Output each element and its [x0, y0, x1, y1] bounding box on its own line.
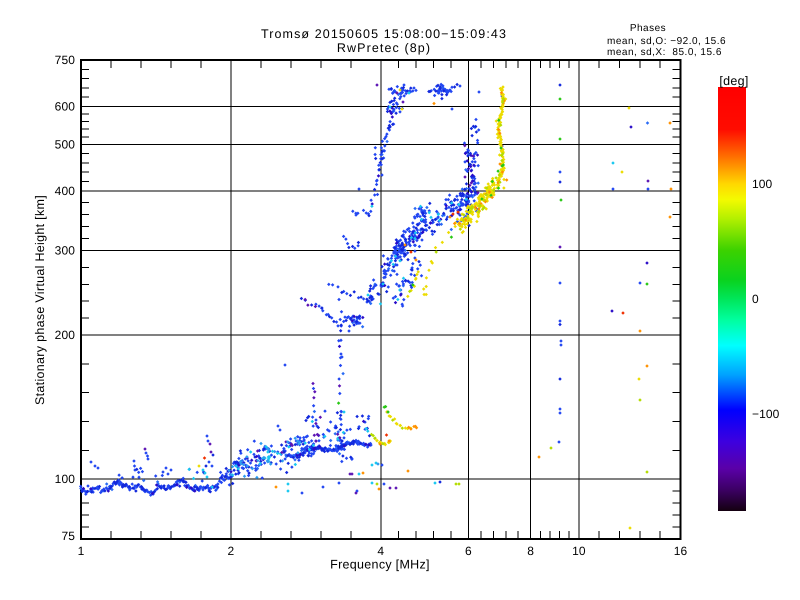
svg-text:RwPretec (8p): RwPretec (8p) — [337, 41, 431, 55]
svg-text:300: 300 — [55, 244, 76, 258]
svg-text:8: 8 — [527, 544, 534, 558]
svg-text:4: 4 — [377, 544, 384, 558]
svg-text:[deg]: [deg] — [719, 74, 748, 88]
svg-text:750: 750 — [55, 53, 76, 67]
svg-text:Phases: Phases — [630, 23, 666, 34]
svg-text:mean, sd,X: 85.0, 15.6: mean, sd,X: 85.0, 15.6 — [607, 47, 722, 58]
svg-text:400: 400 — [55, 184, 76, 198]
svg-text:6: 6 — [465, 544, 472, 558]
svg-text:mean, sd,O: −92.0, 15.6: mean, sd,O: −92.0, 15.6 — [607, 36, 726, 47]
svg-text:0: 0 — [752, 292, 759, 306]
svg-text:75: 75 — [61, 529, 75, 543]
svg-text:500: 500 — [55, 137, 76, 151]
svg-text:Frequency [MHz]: Frequency [MHz] — [330, 558, 430, 572]
svg-text:200: 200 — [55, 328, 76, 342]
svg-text:100: 100 — [752, 177, 773, 191]
svg-text:Tromsø 20150605 15:08:00−15:09: Tromsø 20150605 15:08:00−15:09:43 — [261, 27, 507, 41]
svg-text:2: 2 — [228, 544, 235, 558]
svg-text:−100: −100 — [752, 407, 780, 421]
svg-text:100: 100 — [55, 472, 76, 486]
svg-text:600: 600 — [55, 99, 76, 113]
svg-text:16: 16 — [674, 544, 688, 558]
svg-text:1: 1 — [78, 544, 85, 558]
svg-text:10: 10 — [572, 544, 586, 558]
svg-text:Stationary phase Virtual Heigh: Stationary phase Virtual Height [km] — [33, 195, 47, 405]
